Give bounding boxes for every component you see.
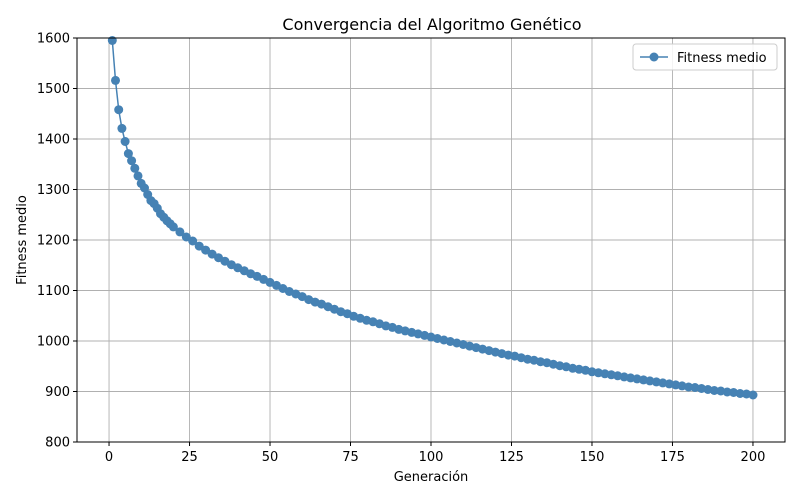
y-tick-label: 1100 (37, 284, 70, 299)
y-axis-label: Fitness medio (15, 195, 30, 285)
y-tick-label: 1200 (37, 234, 70, 249)
y-tick-label: 1300 (37, 183, 70, 198)
legend-marker (649, 52, 659, 62)
data-point (111, 75, 120, 85)
chart-title: Convergencia del Algoritmo Genético (282, 15, 581, 34)
data-point (168, 222, 178, 232)
x-tick-label: 25 (181, 450, 198, 465)
x-axis-label: Generación (394, 470, 469, 485)
data-point (127, 156, 137, 166)
legend-label: Fitness medio (677, 51, 767, 66)
x-tick-label: 200 (741, 450, 766, 465)
y-tick-label: 800 (45, 436, 70, 451)
y-tick-label: 900 (45, 385, 70, 400)
legend: Fitness medio (632, 43, 778, 71)
series-group (107, 36, 758, 400)
legend-box (632, 43, 778, 71)
data-point (194, 241, 204, 251)
data-point (722, 387, 732, 397)
data-point (684, 382, 694, 392)
y-tick-label: 1000 (37, 335, 70, 350)
data-point (175, 227, 185, 237)
x-tick-label: 0 (105, 450, 113, 465)
x-tick-label: 125 (499, 450, 524, 465)
data-point (107, 36, 117, 45)
data-point (133, 171, 143, 181)
x-tick-label: 100 (419, 450, 444, 465)
y-tick-label: 1500 (37, 82, 70, 97)
x-tick-label: 50 (262, 450, 279, 465)
x-tick-label: 150 (580, 450, 605, 465)
data-point (123, 149, 133, 159)
data-point (748, 390, 758, 400)
data-point (120, 137, 130, 146)
data-point (181, 232, 191, 242)
data-point (188, 236, 198, 246)
y-tick-label: 1600 (37, 32, 70, 47)
data-point (709, 386, 719, 395)
data-point (117, 123, 127, 133)
data-point (201, 245, 211, 255)
x-tick-label: 175 (660, 450, 685, 465)
data-point (114, 105, 124, 115)
x-tick-label: 75 (342, 450, 359, 465)
ticks: 0 25 50 75 100 125 150 175 200 800 900 1000 1100 1200… (37, 32, 765, 466)
data-point (130, 163, 140, 173)
data-point (735, 389, 745, 398)
y-tick-label: 1400 (37, 133, 70, 148)
